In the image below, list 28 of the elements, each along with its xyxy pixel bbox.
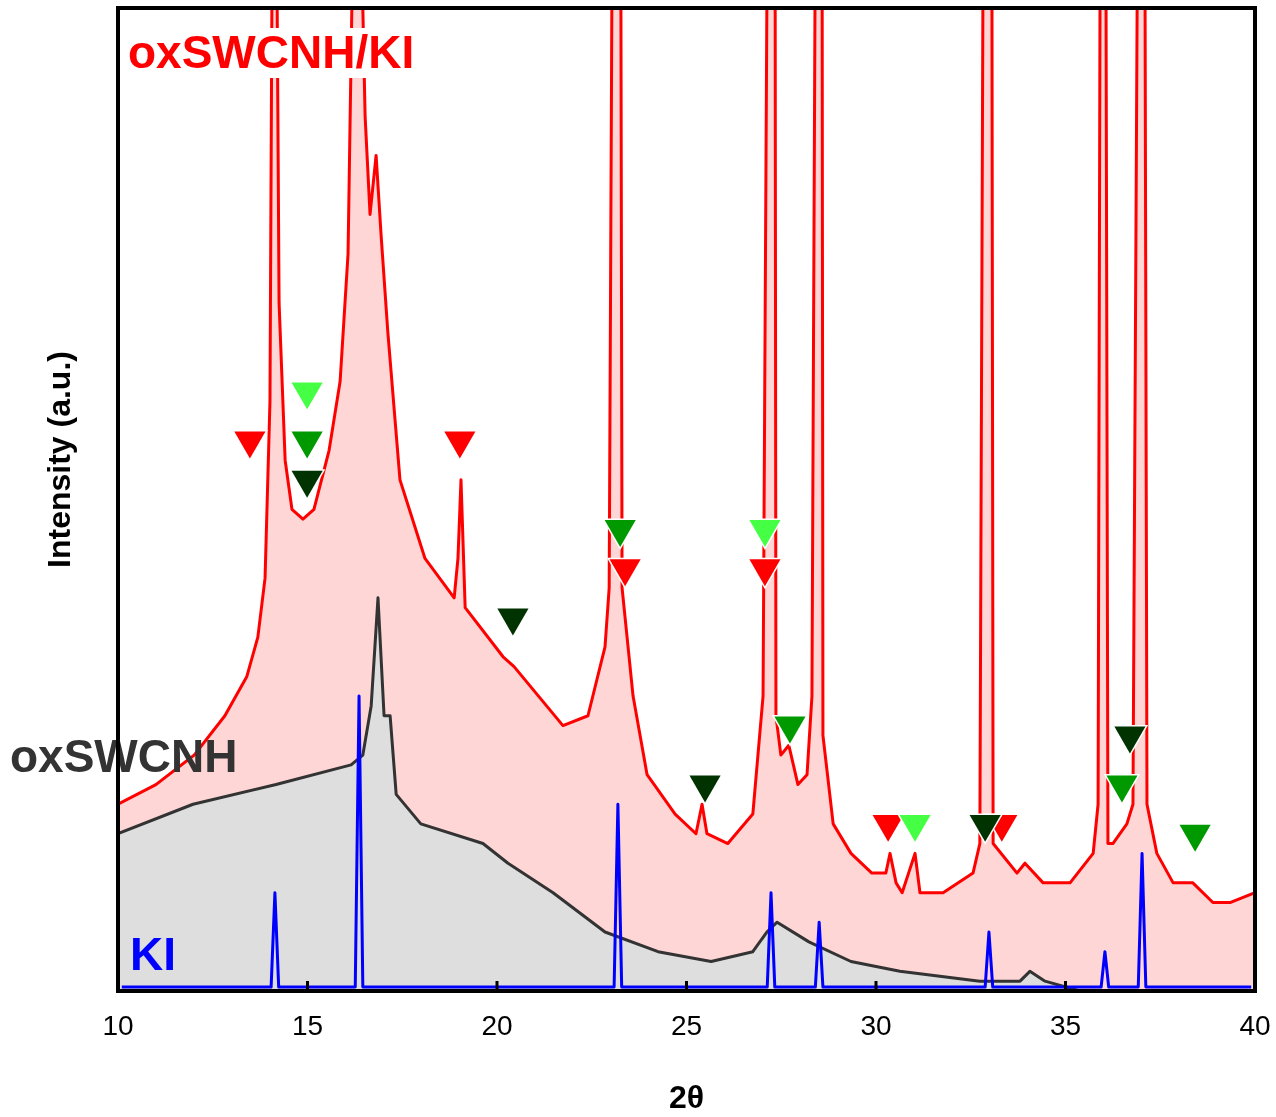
point	[747, 518, 783, 549]
point	[603, 518, 638, 549]
x-tick-label: 35	[1049, 1010, 1082, 1041]
point	[968, 813, 1003, 844]
point	[290, 469, 325, 500]
point	[688, 774, 723, 805]
x-tick-label: 10	[102, 1010, 134, 1041]
x-tick-label: 40	[1239, 1010, 1271, 1041]
x-axis-title: 2θ	[668, 1079, 705, 1115]
x-tick-label: 20	[481, 1010, 513, 1041]
point	[897, 813, 933, 844]
point	[1178, 823, 1213, 854]
x-tick-label: 30	[860, 1010, 892, 1041]
point	[495, 606, 530, 637]
point	[442, 430, 477, 460]
point	[608, 557, 643, 588]
point	[747, 557, 783, 588]
y-axis-title: Intensity (a.u.)	[41, 351, 77, 568]
point	[290, 430, 325, 460]
series-label: oxSWCNH/KI	[128, 26, 415, 78]
x-tick-label: 15	[291, 1010, 324, 1041]
point	[232, 430, 267, 460]
series-label: KI	[130, 928, 176, 980]
x-tick-label: 25	[670, 1010, 703, 1041]
point	[290, 380, 325, 411]
point	[1112, 724, 1147, 755]
point	[772, 715, 808, 746]
point	[1104, 774, 1140, 805]
